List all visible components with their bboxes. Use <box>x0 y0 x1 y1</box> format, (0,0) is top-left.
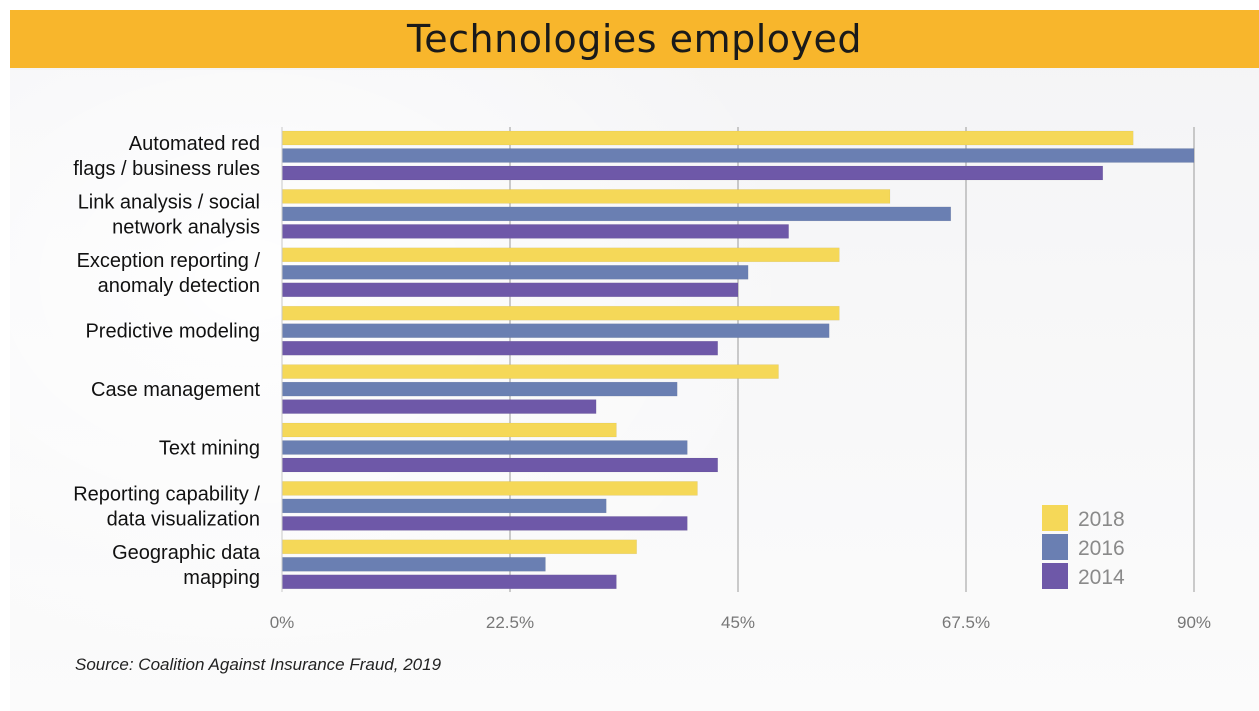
bar-2014 <box>281 340 718 356</box>
x-tick-label: 67.5% <box>942 613 990 632</box>
category-label: Geographic data <box>112 542 261 564</box>
legend-label-2016: 2016 <box>1078 537 1125 560</box>
x-tick-label: 90% <box>1177 613 1211 632</box>
bar-2016 <box>281 206 952 222</box>
legend-swatch-2018 <box>1042 505 1068 531</box>
legend-swatch-2016 <box>1042 534 1068 560</box>
bar-2016 <box>281 381 678 397</box>
bar-2016 <box>281 265 749 280</box>
bar-2014 <box>281 224 789 239</box>
bar-2018 <box>281 539 637 555</box>
legend-label-2018: 2018 <box>1078 508 1125 531</box>
category-label: anomaly detection <box>98 275 260 297</box>
bar-2014 <box>281 516 688 531</box>
x-tick-label: 0% <box>270 613 295 632</box>
bar-2018 <box>281 422 617 438</box>
category-label: network analysis <box>112 216 260 238</box>
x-tick-label: 45% <box>721 613 755 632</box>
category-label: Exception reporting / <box>77 250 261 272</box>
bar-2014 <box>281 574 617 590</box>
bar-2014 <box>281 165 1104 181</box>
bar-2016 <box>281 498 607 514</box>
bar-2014 <box>281 457 718 473</box>
chart-title: Technologies employed <box>407 17 862 61</box>
category-label: mapping <box>183 567 260 589</box>
bar-2018 <box>281 189 891 204</box>
bar-2016 <box>281 557 546 572</box>
x-tick-label: 22.5% <box>486 613 534 632</box>
category-label: Text mining <box>159 438 260 460</box>
bar-2016 <box>281 440 688 455</box>
category-label: data visualization <box>107 508 260 530</box>
bar-2018 <box>281 247 840 263</box>
category-label: flags / business rules <box>73 158 260 180</box>
category-label: Automated red <box>129 133 260 155</box>
category-label: Link analysis / social <box>78 191 260 213</box>
bar-2018 <box>281 130 1134 146</box>
category-label: Predictive modeling <box>85 321 260 343</box>
source-note: Source: Coalition Against Insurance Frau… <box>75 655 442 674</box>
bar-2018 <box>281 364 779 379</box>
category-label: Reporting capability / <box>73 483 260 505</box>
bar-2018 <box>281 305 840 321</box>
legend-label-2014: 2014 <box>1078 566 1125 589</box>
bar-2016 <box>281 323 830 338</box>
title-bar: Technologies employed <box>10 10 1259 68</box>
bar-2018 <box>281 481 698 496</box>
bar-2014 <box>281 399 597 414</box>
legend-swatch-2014 <box>1042 563 1068 589</box>
category-label: Case management <box>91 379 260 401</box>
bar-2016 <box>281 148 1195 163</box>
bar-2014 <box>281 282 739 298</box>
